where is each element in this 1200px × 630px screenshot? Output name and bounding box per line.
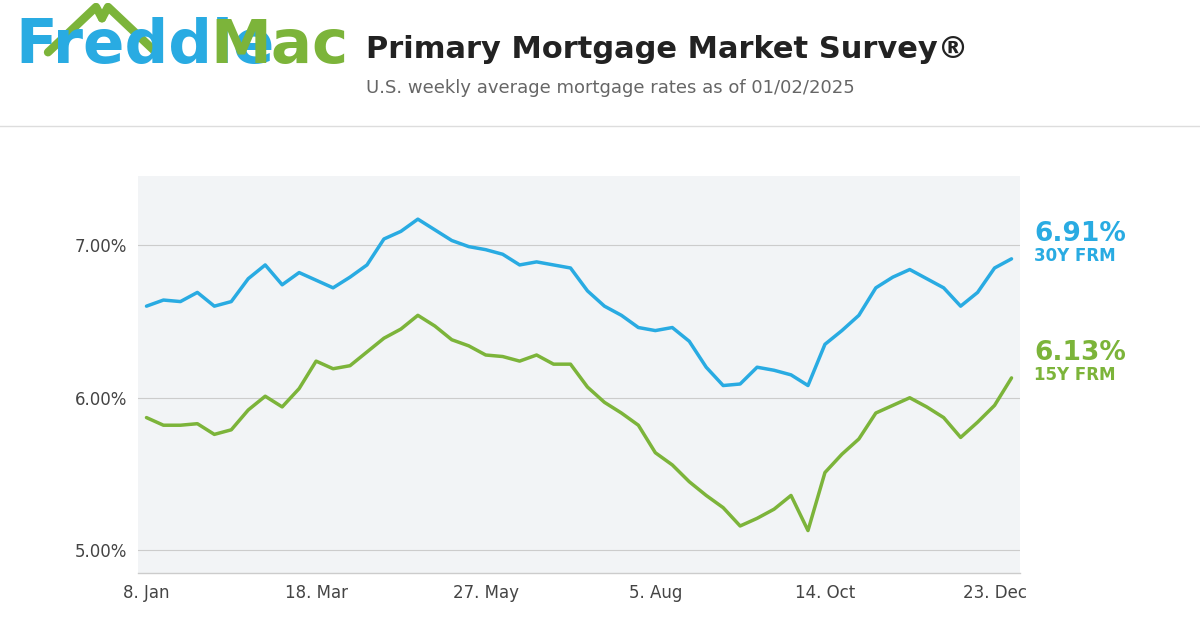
Text: Primary Mortgage Market Survey®: Primary Mortgage Market Survey®	[366, 35, 968, 64]
Text: 15Y FRM: 15Y FRM	[1034, 367, 1116, 384]
Text: 6.13%: 6.13%	[1034, 340, 1127, 365]
Text: Mac: Mac	[210, 16, 348, 76]
Text: Freddie: Freddie	[16, 16, 275, 76]
Text: U.S. weekly average mortgage rates as of 01/02/2025: U.S. weekly average mortgage rates as of…	[366, 79, 854, 97]
Text: 30Y FRM: 30Y FRM	[1034, 248, 1116, 265]
Text: 6.91%: 6.91%	[1034, 220, 1127, 246]
